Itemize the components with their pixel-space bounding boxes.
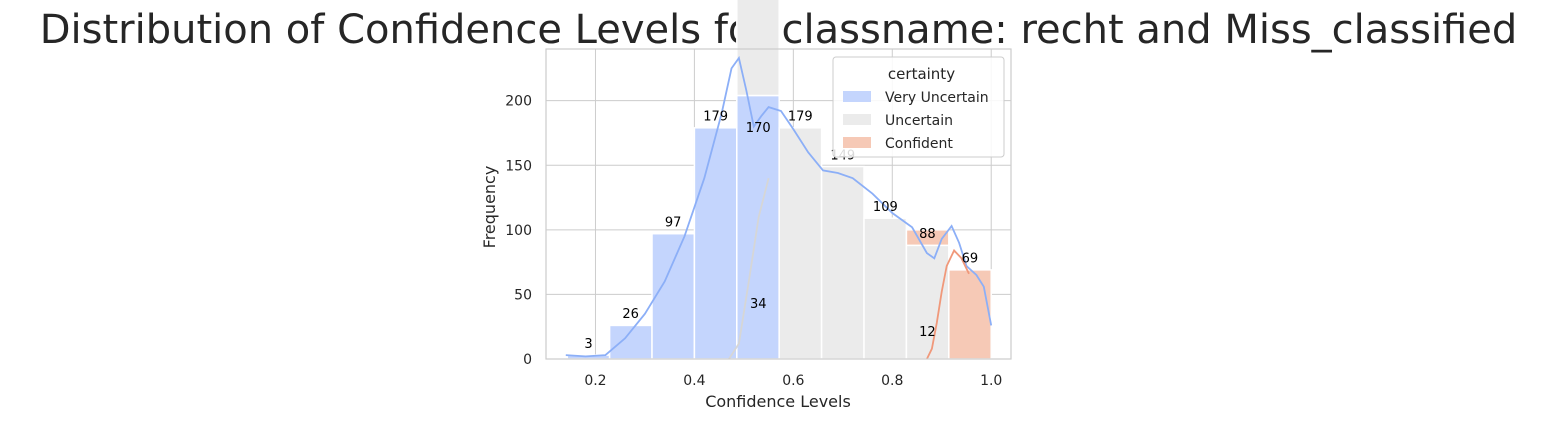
legend-swatch	[843, 114, 871, 125]
x-tick-label: 0.8	[881, 373, 903, 389]
y-tick-label: 0	[523, 352, 532, 368]
kde-line	[728, 177, 770, 360]
bar	[948, 269, 992, 360]
legend-swatch	[843, 137, 871, 148]
legend-box	[832, 56, 1005, 158]
kde-line	[565, 55, 993, 358]
x-tick-label: 0.6	[782, 373, 804, 389]
bar-value-label: 88	[919, 227, 936, 242]
plot-frame	[545, 48, 1012, 360]
bar-value-label: 69	[962, 252, 979, 267]
kde-curves	[565, 55, 993, 360]
legend-entry: Uncertain	[885, 113, 953, 129]
y-tick-label: 100	[505, 223, 532, 239]
bar	[651, 232, 696, 360]
bar	[778, 127, 823, 360]
x-tick-label: 1.0	[980, 373, 1002, 389]
legend-title: certainty	[888, 65, 955, 83]
legend: certainty Very Uncertain Uncertain Confiden…	[832, 56, 1005, 158]
bar-value-label: 97	[665, 215, 682, 230]
bar	[820, 165, 865, 360]
bar	[863, 217, 908, 360]
bar	[905, 244, 950, 360]
axes: 0.2 0.4 0.6 0.8 1.0 0 50 100 150 200	[505, 48, 1012, 389]
y-axis-label: Frequency	[480, 166, 499, 249]
x-axis-label: Confidence Levels	[705, 392, 851, 411]
x-tick-label: 0.4	[683, 373, 705, 389]
x-tick-label: 0.2	[584, 373, 606, 389]
bar-value-label: 12	[919, 325, 936, 340]
bar	[736, 0, 780, 97]
legend-swatch	[843, 91, 871, 102]
y-tick-label: 200	[505, 94, 532, 110]
bar-value-label: 179	[788, 110, 813, 125]
kde-line	[926, 248, 970, 360]
bar-value-label: 34	[750, 297, 767, 312]
bar-value-label: 3	[584, 337, 592, 352]
bar-value-label: 179	[703, 110, 728, 125]
bar-value-label: 109	[873, 200, 898, 215]
bars	[566, 0, 992, 360]
bar-value-label: 26	[622, 307, 639, 322]
bar-value-label: 170	[746, 121, 771, 136]
bar	[693, 127, 738, 360]
y-tick-label: 50	[514, 287, 532, 303]
legend-entry: Very Uncertain	[885, 90, 989, 106]
legend-entry: Confident	[885, 136, 953, 152]
y-tick-label: 150	[505, 158, 532, 174]
bar	[905, 229, 950, 247]
